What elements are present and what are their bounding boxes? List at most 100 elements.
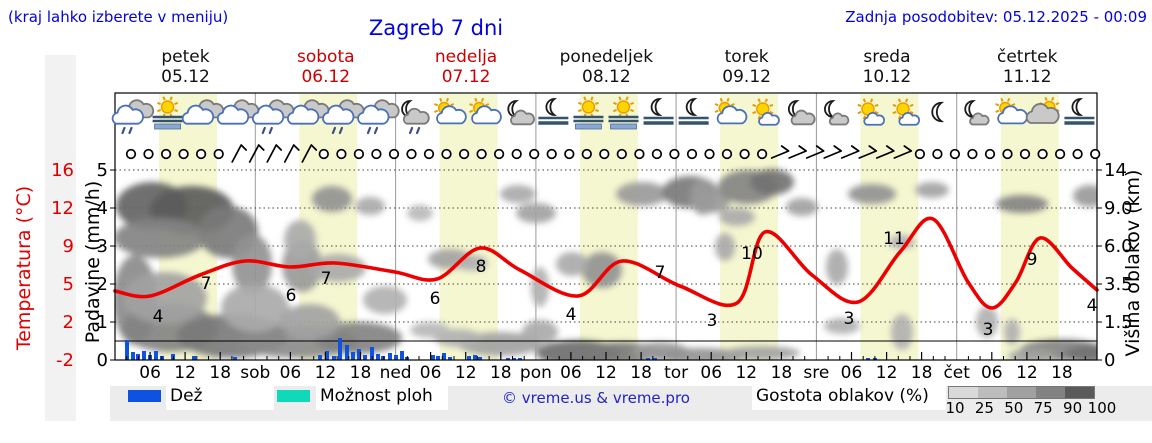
wind-calm-icon (318, 148, 329, 160)
precip-bar (394, 355, 398, 360)
weather-icon-moon-smallcloud (824, 100, 850, 126)
wind-calm-icon (564, 148, 575, 160)
temp-axis-tick: 2 (63, 312, 74, 333)
day-header-nedelja: nedelja 07.12 (396, 47, 537, 87)
cloud-blob (616, 182, 668, 206)
cloud-height-axis-tick: 9.0 (1104, 198, 1133, 219)
cloud-height-axis-tick: 1.5 (1104, 312, 1133, 333)
wind-barb-icon (231, 144, 248, 163)
temp-value-label: 3 (844, 309, 855, 329)
weather-icon-sun-bigcloud (1025, 96, 1060, 124)
cloud-density-scale (948, 386, 1095, 399)
precip-bar (431, 355, 435, 360)
wind-barb-icon (770, 145, 790, 159)
cloud-blob (115, 218, 206, 258)
day-name: petek (161, 47, 210, 67)
cloud-blob (516, 203, 556, 223)
weather-icon-sun-smallcloud (857, 98, 885, 126)
time-axis-label: 06 (841, 363, 863, 383)
wind-calm-icon (143, 148, 154, 160)
daylight-band (1000, 94, 1059, 360)
wind-calm-icon (704, 148, 715, 160)
time-axis-label: 12 (455, 363, 477, 383)
precip-bar (345, 345, 349, 360)
rain-legend-label: Dež (170, 386, 203, 406)
wind-calm-icon (493, 148, 505, 160)
precip-bar (142, 351, 146, 360)
wind-barb-icon (840, 145, 860, 159)
copyright-link[interactable]: © vreme.us & vreme.pro (502, 389, 690, 407)
day-name: sreda (863, 47, 911, 67)
wind-calm-icon (669, 148, 680, 160)
precip-bar (646, 358, 650, 360)
weather-icon-moon-fog (538, 98, 569, 125)
day-date: 08.12 (582, 67, 631, 87)
cloud-blob (996, 195, 1048, 213)
time-axis-label: 18 (1051, 363, 1073, 383)
legend-label-box (166, 386, 274, 410)
wind-calm-icon (388, 148, 400, 160)
temp-axis-tick: 16 (51, 160, 74, 181)
precip-axis-tick: 4 (97, 198, 108, 219)
cloud-blob (786, 198, 818, 216)
precipitation-axis-title: Padavine (mm/h) (82, 180, 104, 344)
precip-bar (233, 357, 237, 360)
time-axis-label: 18 (630, 363, 652, 383)
precip-bar (325, 351, 329, 360)
cloud-blob (500, 185, 536, 203)
time-axis-label: 06 (981, 363, 1003, 383)
precip-bar (473, 355, 477, 360)
temp-value-label: 3 (707, 311, 718, 331)
weather-icon-moon-cloud (788, 100, 816, 126)
precip-bar (448, 357, 452, 360)
wind-calm-icon (178, 148, 189, 160)
time-axis-label: sob (240, 363, 270, 383)
time-axis-label: ned (380, 363, 412, 383)
precip-axis-tick: 0 (97, 350, 108, 371)
weather-icon-moon-cloud-rain (401, 100, 430, 135)
precip-axis-tick: 2 (97, 274, 108, 295)
weather-icon-cloud-rain (357, 99, 400, 135)
wind-calm-icon (599, 148, 610, 160)
cloud-blob (556, 252, 588, 276)
cloud-blob (310, 254, 366, 282)
cloud-blob (407, 205, 433, 221)
precip-bar (506, 358, 510, 360)
precip-bar (192, 356, 196, 360)
precip-bar (357, 349, 361, 360)
cloud-blob (284, 220, 316, 260)
wind-calm-icon (371, 148, 382, 160)
wind-calm-icon (511, 148, 522, 160)
weather-icon-sun-fog (608, 96, 639, 130)
cloud-blob (1073, 185, 1097, 207)
time-axis-label: 12 (735, 363, 757, 383)
cloud-blob (1004, 319, 1020, 345)
temp-axis-tick: -2 (56, 350, 74, 371)
wind-calm-icon (529, 148, 540, 160)
time-axis-label: tor (664, 363, 688, 383)
temp-value-label: 4 (153, 307, 164, 327)
precip-bar (388, 353, 392, 360)
time-axis-label: 18 (350, 363, 372, 383)
cloud-blob (1008, 349, 1056, 360)
precip-bar (154, 351, 158, 360)
cloud-density-scale-tick: 25 (974, 399, 994, 417)
cloud-blob (915, 182, 949, 198)
wind-calm-icon (967, 148, 978, 160)
precip-bar (467, 356, 471, 360)
cloud-blob (652, 348, 748, 360)
wind-barb-icon (788, 145, 807, 159)
time-axis-label: 12 (315, 363, 337, 383)
cloud-blob (582, 252, 622, 288)
cloud-blob (1065, 345, 1097, 360)
wind-calm-icon (441, 148, 452, 160)
weather-icon-sun-fog (573, 96, 604, 130)
time-axis-label: 18 (911, 363, 933, 383)
wind-calm-icon (914, 148, 926, 160)
cloud-blob (280, 304, 340, 340)
weather-icon-sun-cloud (714, 97, 748, 125)
wind-barb-icon (823, 145, 843, 159)
legend-label-box (316, 386, 448, 410)
day-date: 06.12 (301, 67, 351, 87)
